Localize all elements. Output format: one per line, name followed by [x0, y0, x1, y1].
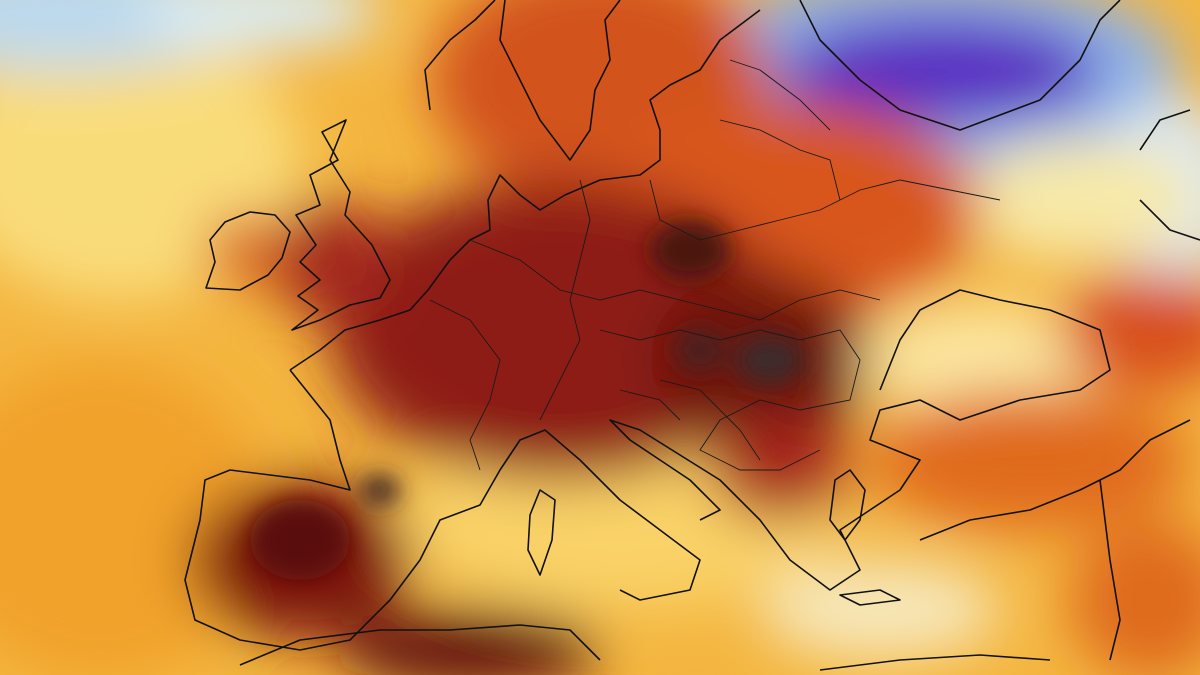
hotspot [675, 330, 725, 370]
coastline [799, 0, 1200, 241]
mild-zone [860, 305, 1100, 415]
hotspot [650, 220, 730, 280]
coastline [205, 211, 291, 291]
cold-zone [780, 15, 1100, 125]
hotspot [360, 475, 400, 505]
hot-zone [205, 215, 285, 285]
hotspot [735, 335, 805, 385]
coastlines [184, 0, 1200, 671]
hot-zone [870, 390, 1190, 530]
coastline [184, 369, 701, 651]
border [539, 179, 1001, 421]
coastline [819, 419, 1191, 671]
hot-zone [270, 200, 390, 320]
coastline [527, 469, 901, 606]
coastline [609, 289, 1111, 591]
coastline [291, 119, 391, 331]
hot-zone [1070, 520, 1200, 675]
coastline [239, 624, 601, 666]
hotspot [250, 500, 350, 580]
border [619, 59, 841, 461]
warm-zone [960, 140, 1200, 260]
border [429, 239, 881, 471]
border [599, 329, 861, 471]
cool-zone [140, 0, 380, 50]
mild-zone [760, 560, 1000, 660]
hot-zone [1060, 270, 1200, 390]
coastline [424, 0, 621, 161]
coastline [289, 9, 761, 371]
borders [429, 59, 1001, 471]
hotspots [250, 220, 805, 580]
